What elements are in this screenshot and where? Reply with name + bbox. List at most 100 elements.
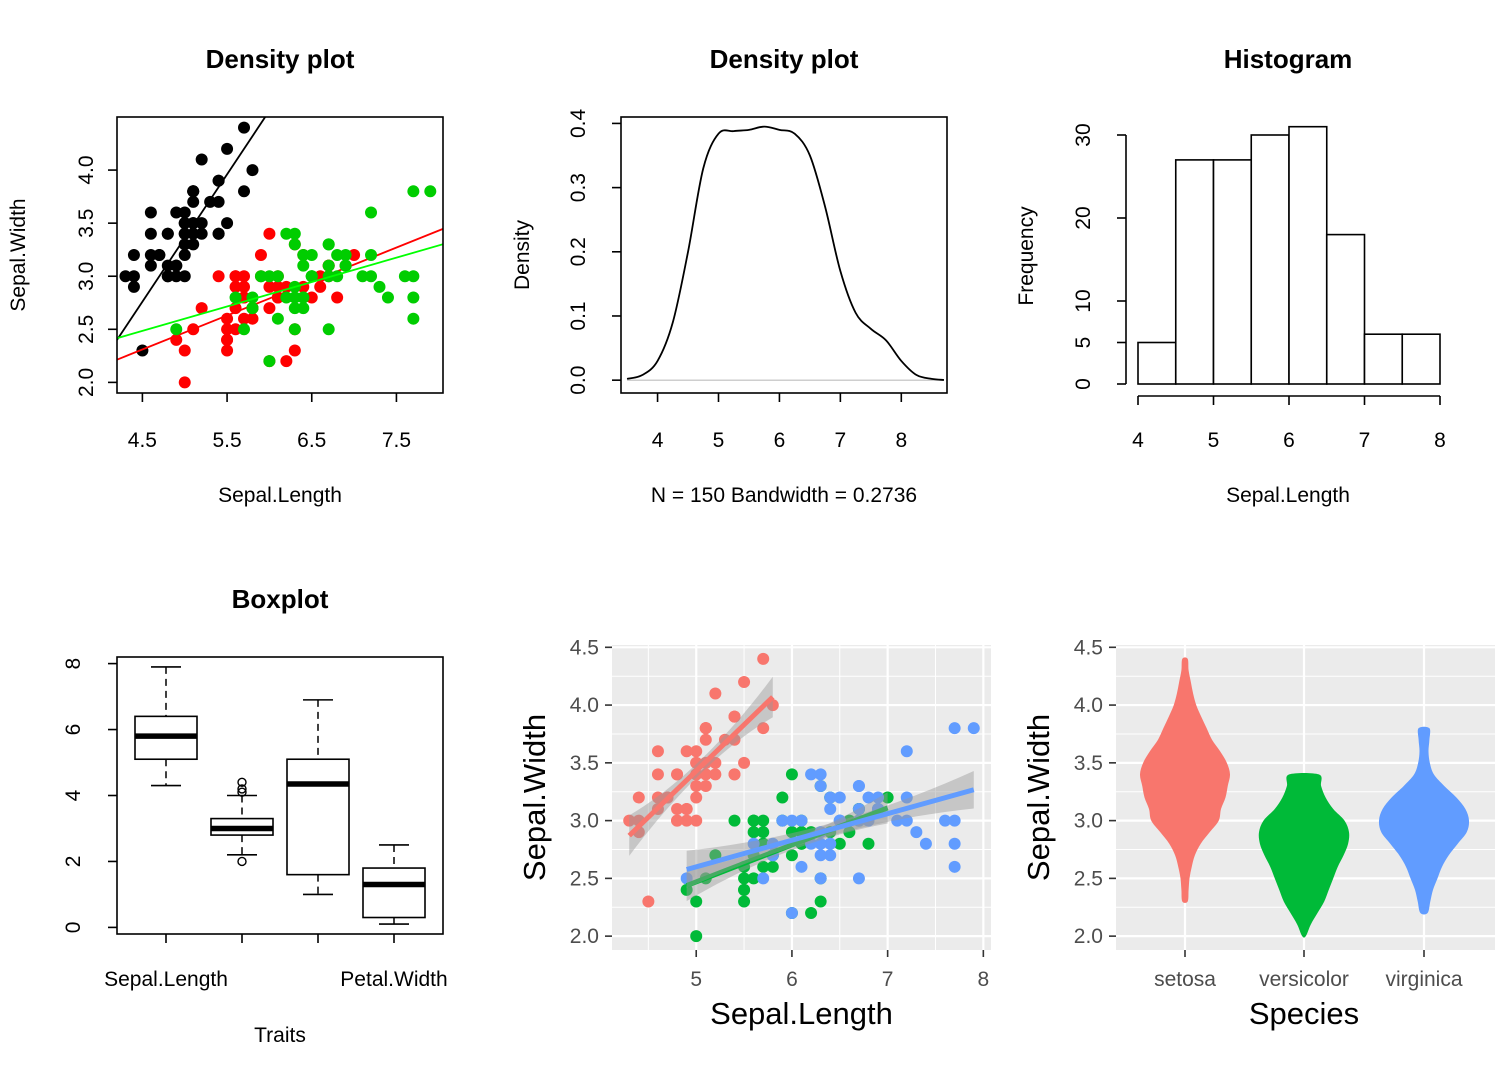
plot3-bar: [1137, 341, 1177, 385]
plot5-point: [824, 803, 837, 816]
plot1-point: [153, 249, 166, 261]
plot4-ytick-label: 8: [62, 658, 85, 670]
plot1-point: [127, 249, 140, 261]
plot1-point: [144, 206, 157, 219]
plot4-ytick-label: 6: [62, 724, 85, 736]
plot5-point: [738, 883, 751, 896]
plot5-point: [776, 791, 789, 804]
plot1-xtick-label: 7.5: [382, 429, 411, 452]
plot5-point: [900, 791, 913, 804]
plot1-point: [280, 291, 293, 304]
plot4-ytick-label: 2: [62, 856, 85, 868]
plot1-point: [331, 291, 344, 304]
plot1-point: [119, 270, 132, 283]
plot5-point: [709, 756, 722, 769]
plot6-xtick-label: virginica: [1385, 968, 1462, 991]
plot1-point: [271, 270, 284, 283]
plot5-point: [690, 791, 703, 804]
plot1-point: [305, 291, 318, 304]
plot1-title: Density plot: [206, 44, 355, 74]
plot5-point: [651, 745, 664, 758]
plot5-point: [776, 814, 789, 827]
plot1-point: [212, 270, 225, 283]
plot3-bar: [1363, 333, 1404, 385]
plot1-point: [195, 302, 208, 315]
plot1-point: [221, 312, 234, 325]
plot1-xtick-label: 6.5: [297, 429, 326, 452]
plot5-point: [862, 837, 875, 850]
plot4-xtick-label: Petal.Width: [340, 968, 447, 991]
plot1-point: [144, 259, 157, 272]
plot1-point: [221, 217, 234, 230]
plot5-point: [651, 768, 664, 781]
plot1-point: [373, 280, 386, 293]
plot1-xtick-label: 5.5: [212, 429, 241, 452]
plot1-point: [170, 270, 183, 283]
plot6-ytick-label: 3.0: [1074, 810, 1103, 833]
plot6-ytick-label: 2.5: [1074, 867, 1103, 890]
plot1-point: [178, 376, 191, 389]
plot3-bar: [1174, 159, 1215, 385]
plot1-xlabel: Sepal.Length: [218, 484, 342, 507]
plot3-xlabel: Sepal.Length: [1226, 484, 1350, 507]
plot5-point: [795, 814, 808, 827]
plot5-xtick-label: 5: [690, 968, 702, 991]
plot5-point: [671, 814, 684, 827]
plot1-point: [246, 312, 259, 325]
plot5-point: [967, 722, 980, 735]
plot3-xtick-label: 4: [1132, 429, 1144, 452]
plot1-fit-line: [117, 243, 443, 340]
plot1-point: [288, 291, 301, 304]
plot1-point: [229, 291, 242, 304]
plot5-point: [785, 768, 798, 781]
plot4-title: Boxplot: [232, 584, 329, 614]
plot4-outlier: [237, 787, 247, 797]
plot2-ytick-label: 0.0: [567, 366, 590, 395]
plot5-point: [757, 722, 770, 735]
plot5-point: [671, 768, 684, 781]
plot5-point: [795, 860, 808, 873]
plot1-point: [238, 312, 251, 325]
plot1-point: [305, 270, 318, 283]
plot5-point: [680, 803, 693, 816]
plot5-point: [757, 860, 770, 873]
plot3-xtick-label: 7: [1359, 429, 1371, 452]
plot1-point: [221, 142, 234, 155]
plot5-point: [690, 814, 703, 827]
plot1-point: [161, 270, 174, 283]
plot5-point: [862, 791, 875, 804]
plot1-fit-line: [117, 117, 267, 341]
plot5-point: [948, 860, 961, 873]
plot5-ylabel: Sepal.Width: [517, 714, 552, 881]
plot1-point: [178, 344, 191, 357]
plot2-ytick-label: 0.4: [567, 109, 590, 139]
plot5-point: [872, 791, 885, 804]
plot1-point: [229, 270, 242, 283]
plot5-point: [833, 791, 846, 804]
plot4-outlier: [237, 777, 247, 788]
plot5-point: [948, 837, 961, 850]
plot3-bar: [1325, 233, 1366, 385]
plot4-box: [286, 758, 350, 876]
plot1-point: [238, 185, 251, 198]
plot5-point: [824, 849, 837, 862]
plot1-point: [263, 355, 276, 368]
plot5-point: [709, 687, 722, 700]
plot1-point: [144, 227, 157, 240]
plot1-point: [187, 195, 200, 208]
plot1-point: [170, 206, 183, 219]
plot5-point: [814, 895, 827, 908]
plot5-xlabel: Sepal.Length: [710, 996, 893, 1031]
plot6-xtick-label: setosa: [1154, 968, 1216, 991]
plot5-point: [642, 895, 655, 908]
plot5-point: [833, 837, 846, 850]
plot2-ytick-label: 0.1: [567, 301, 590, 330]
plot3-title: Histogram: [1224, 44, 1353, 74]
plot5-point: [814, 849, 827, 862]
plot5-point: [785, 907, 798, 920]
plot1-point: [365, 206, 378, 219]
plot3-ytick-label: 10: [1072, 289, 1095, 312]
plot1-point: [127, 280, 140, 293]
plot1-ytick-label: 3.0: [75, 262, 98, 291]
